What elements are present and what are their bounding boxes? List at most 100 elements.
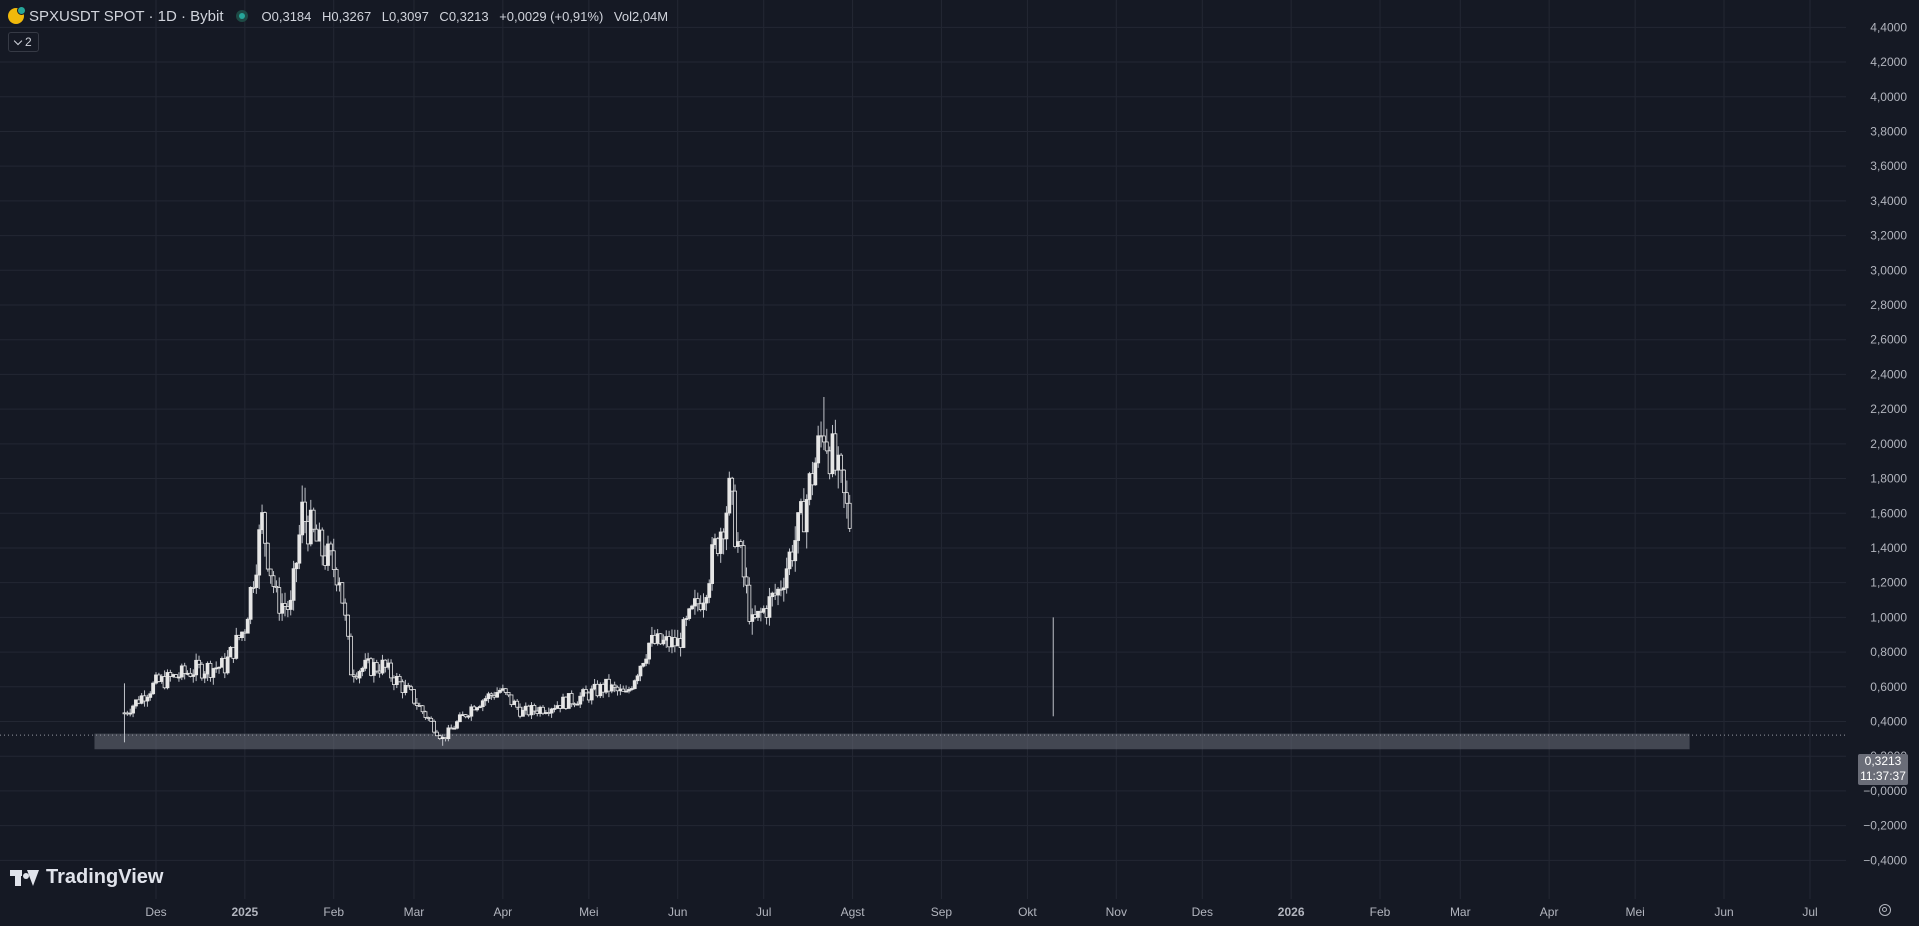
candle-body xyxy=(165,672,170,689)
candle-body xyxy=(578,695,583,705)
candle-body xyxy=(409,686,414,690)
ohlc-close-value: 0,3213 xyxy=(448,8,489,24)
volume-value: 2,04M xyxy=(631,8,669,24)
x-tick-label: Apr xyxy=(1540,905,1559,919)
candle-body xyxy=(833,433,838,471)
candle-body xyxy=(710,544,715,584)
candle-body xyxy=(621,688,626,692)
candle-body xyxy=(509,694,514,706)
candle-body xyxy=(684,618,689,620)
x-tick-label: 2026 xyxy=(1278,905,1305,919)
candle-body xyxy=(813,462,818,486)
x-tick-label: 2025 xyxy=(232,905,259,919)
bar-countdown: 11:37:37 xyxy=(1860,769,1906,783)
y-tick-label: 3,4000 xyxy=(1870,194,1907,208)
candle-body xyxy=(432,720,436,733)
candle-body xyxy=(420,705,425,713)
spx-coin-icon[interactable] xyxy=(8,6,26,24)
candle-body xyxy=(288,599,293,610)
candle-body xyxy=(403,685,408,693)
candle-body xyxy=(131,705,135,714)
candle-body xyxy=(842,469,846,494)
candle-body xyxy=(627,689,631,692)
y-tick-label: 1,6000 xyxy=(1870,506,1907,520)
y-tick-label: 3,6000 xyxy=(1870,159,1907,173)
x-tick-label: Jul xyxy=(756,905,771,919)
y-tick-label: 1,0000 xyxy=(1870,610,1907,624)
ohlc-close-key: C xyxy=(439,8,449,24)
candle-body xyxy=(661,639,666,645)
candle-body xyxy=(334,569,339,586)
candle-body xyxy=(277,587,282,614)
candle-body xyxy=(635,675,640,682)
x-tick-label: Sep xyxy=(931,905,953,919)
ohlc-low-key: L xyxy=(381,8,390,24)
candle-body xyxy=(589,688,594,701)
candle-body xyxy=(225,656,230,674)
candle-body xyxy=(280,603,285,614)
y-tick-label: 0,4000 xyxy=(1870,714,1907,728)
candle-body xyxy=(297,534,302,564)
candle-body xyxy=(804,499,809,533)
y-tick-label: 0,8000 xyxy=(1870,645,1907,659)
candle-body xyxy=(681,619,686,648)
x-tick-label: Nov xyxy=(1106,905,1127,919)
indicators-collapse-button[interactable]: 2 xyxy=(8,32,39,52)
candle-body xyxy=(704,597,709,604)
y-tick-label: −0,2000 xyxy=(1863,819,1907,833)
y-tick-label: 2,6000 xyxy=(1870,333,1907,347)
symbol-legend: SPXUSDT SPOT · 1D · Bybit O0,3184 H0,326… xyxy=(8,6,675,26)
candle-body xyxy=(294,562,299,570)
candle-body xyxy=(549,708,554,714)
candle-body xyxy=(357,671,362,679)
y-tick-label: 0,6000 xyxy=(1870,680,1907,694)
candle-body xyxy=(483,698,488,702)
candle-body xyxy=(197,659,201,665)
candle-body xyxy=(824,441,829,452)
y-tick-label: 2,4000 xyxy=(1870,367,1907,381)
candle-body xyxy=(624,690,629,693)
candle-body xyxy=(360,667,365,672)
x-tick-label: Okt xyxy=(1018,905,1037,919)
candle-body xyxy=(263,512,267,544)
ohlc-high-value: 0,3267 xyxy=(331,8,372,24)
y-tick-label: 4,2000 xyxy=(1870,55,1907,69)
candle-body xyxy=(515,700,520,708)
support-zone[interactable] xyxy=(94,733,1690,750)
y-tick-label: 2,0000 xyxy=(1870,437,1907,451)
x-tick-label: Mei xyxy=(579,905,598,919)
candle-body xyxy=(429,717,434,722)
candle-body xyxy=(311,509,316,530)
candle-body xyxy=(687,608,692,619)
candle-body xyxy=(351,674,356,677)
y-tick-label: 2,8000 xyxy=(1870,298,1907,312)
candle-body xyxy=(274,585,279,589)
candle-body xyxy=(747,584,752,622)
y-tick-label: −0,4000 xyxy=(1863,853,1907,867)
candle-body xyxy=(767,596,772,618)
candle-body xyxy=(374,662,379,672)
volume-key: Vol xyxy=(613,8,632,24)
x-tick-label: Feb xyxy=(323,905,344,919)
candle-body xyxy=(455,721,459,729)
candle-body xyxy=(730,477,735,492)
symbol-title[interactable]: SPXUSDT SPOT · 1D · Bybit xyxy=(29,7,224,25)
candle-body xyxy=(486,693,491,699)
candle-body xyxy=(532,705,537,712)
market-open-dot-icon[interactable] xyxy=(235,10,248,22)
y-tick-label: 2,2000 xyxy=(1870,402,1907,416)
candle-body xyxy=(406,685,411,688)
tradingview-logo[interactable]: TradingView xyxy=(10,866,163,889)
candle-body xyxy=(638,665,643,677)
candle-body xyxy=(328,543,333,552)
ohlc-low-value: 0,3097 xyxy=(389,8,429,24)
candle-body xyxy=(268,568,273,577)
candle-body xyxy=(847,502,852,529)
candle-body xyxy=(397,676,402,683)
candle-body xyxy=(412,689,416,704)
candle-body xyxy=(463,714,468,718)
settings-icon[interactable] xyxy=(1879,904,1891,916)
candle-body xyxy=(521,709,525,717)
x-tick-label: Agst xyxy=(841,905,866,919)
